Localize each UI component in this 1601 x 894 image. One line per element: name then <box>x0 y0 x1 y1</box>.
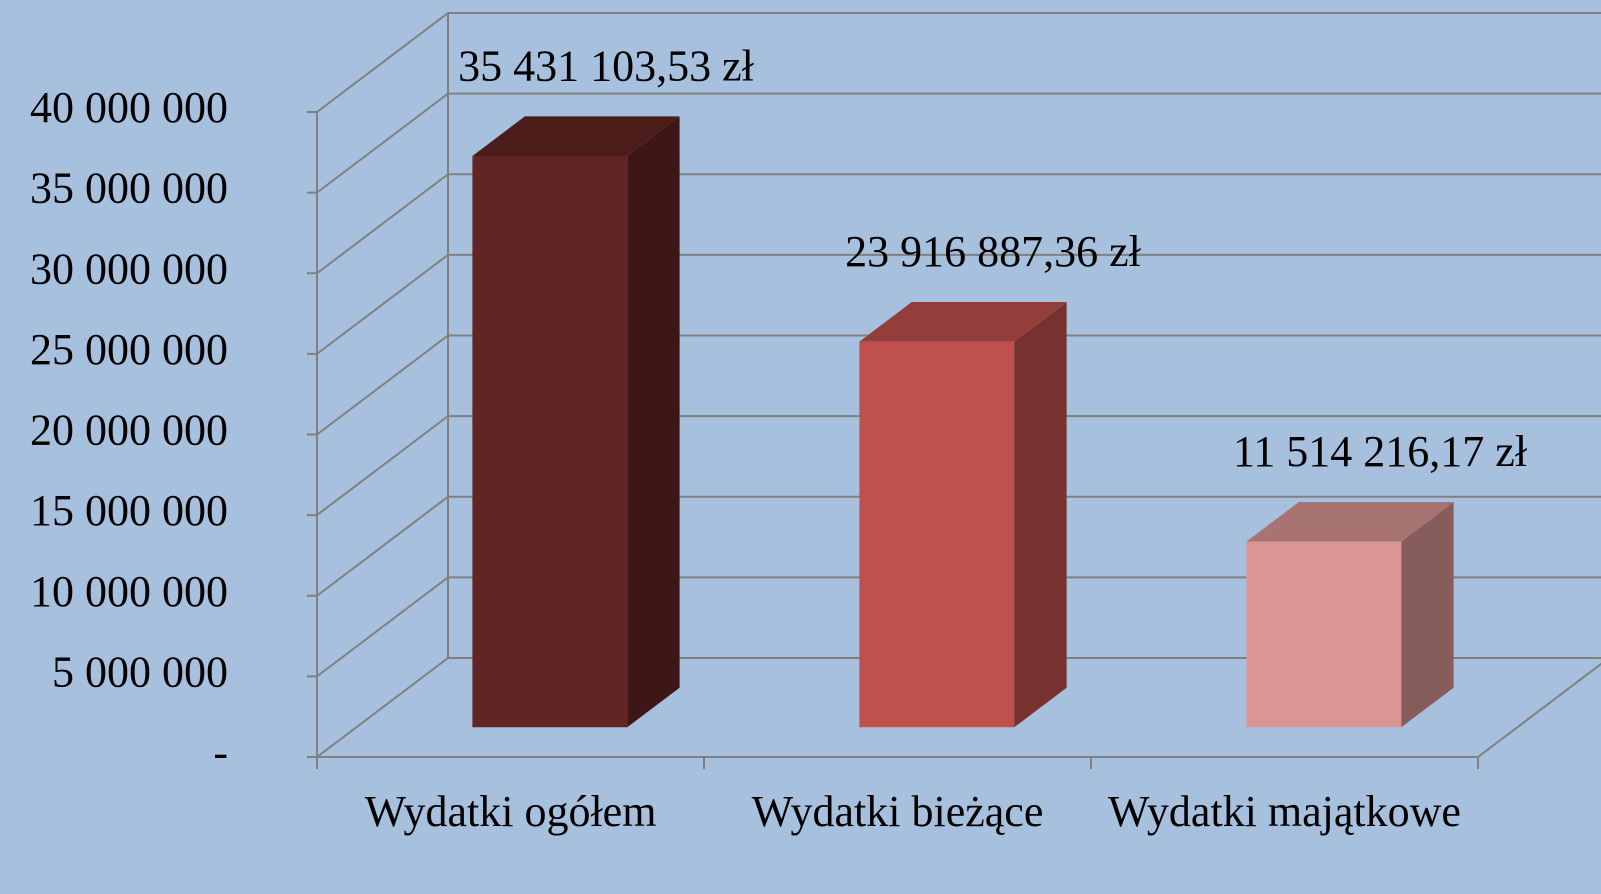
y-tick-label: 20 000 000 <box>30 406 228 455</box>
y-tick-label: 25 000 000 <box>30 325 228 374</box>
bar <box>472 155 628 728</box>
y-tick-label: 30 000 000 <box>30 244 228 293</box>
bar-side <box>627 116 680 728</box>
y-tick-label: 5 000 000 <box>52 647 228 696</box>
x-tick-label: Wydatki majątkowe <box>1108 787 1461 836</box>
bar <box>1246 541 1402 728</box>
y-tick-label: 40 000 000 <box>30 83 228 132</box>
value-label: 23 916 887,36 zł <box>845 227 1142 276</box>
y-tick-label: 15 000 000 <box>30 486 228 535</box>
y-tick-label: 35 000 000 <box>30 164 228 213</box>
x-tick-label: Wydatki ogółem <box>365 787 657 836</box>
bar-side <box>1014 302 1067 728</box>
y-tick-label: 10 000 000 <box>30 567 228 616</box>
bar-top <box>859 302 1067 342</box>
bar-top <box>1246 502 1454 542</box>
x-tick-label: Wydatki bieżące <box>752 787 1044 836</box>
value-label: 35 431 103,53 zł <box>458 41 755 90</box>
bar-side <box>1401 502 1454 728</box>
bar-top <box>472 116 680 156</box>
y-tick-label: - <box>213 728 228 777</box>
bar <box>859 341 1015 728</box>
value-label: 11 514 216,17 zł <box>1233 427 1528 476</box>
